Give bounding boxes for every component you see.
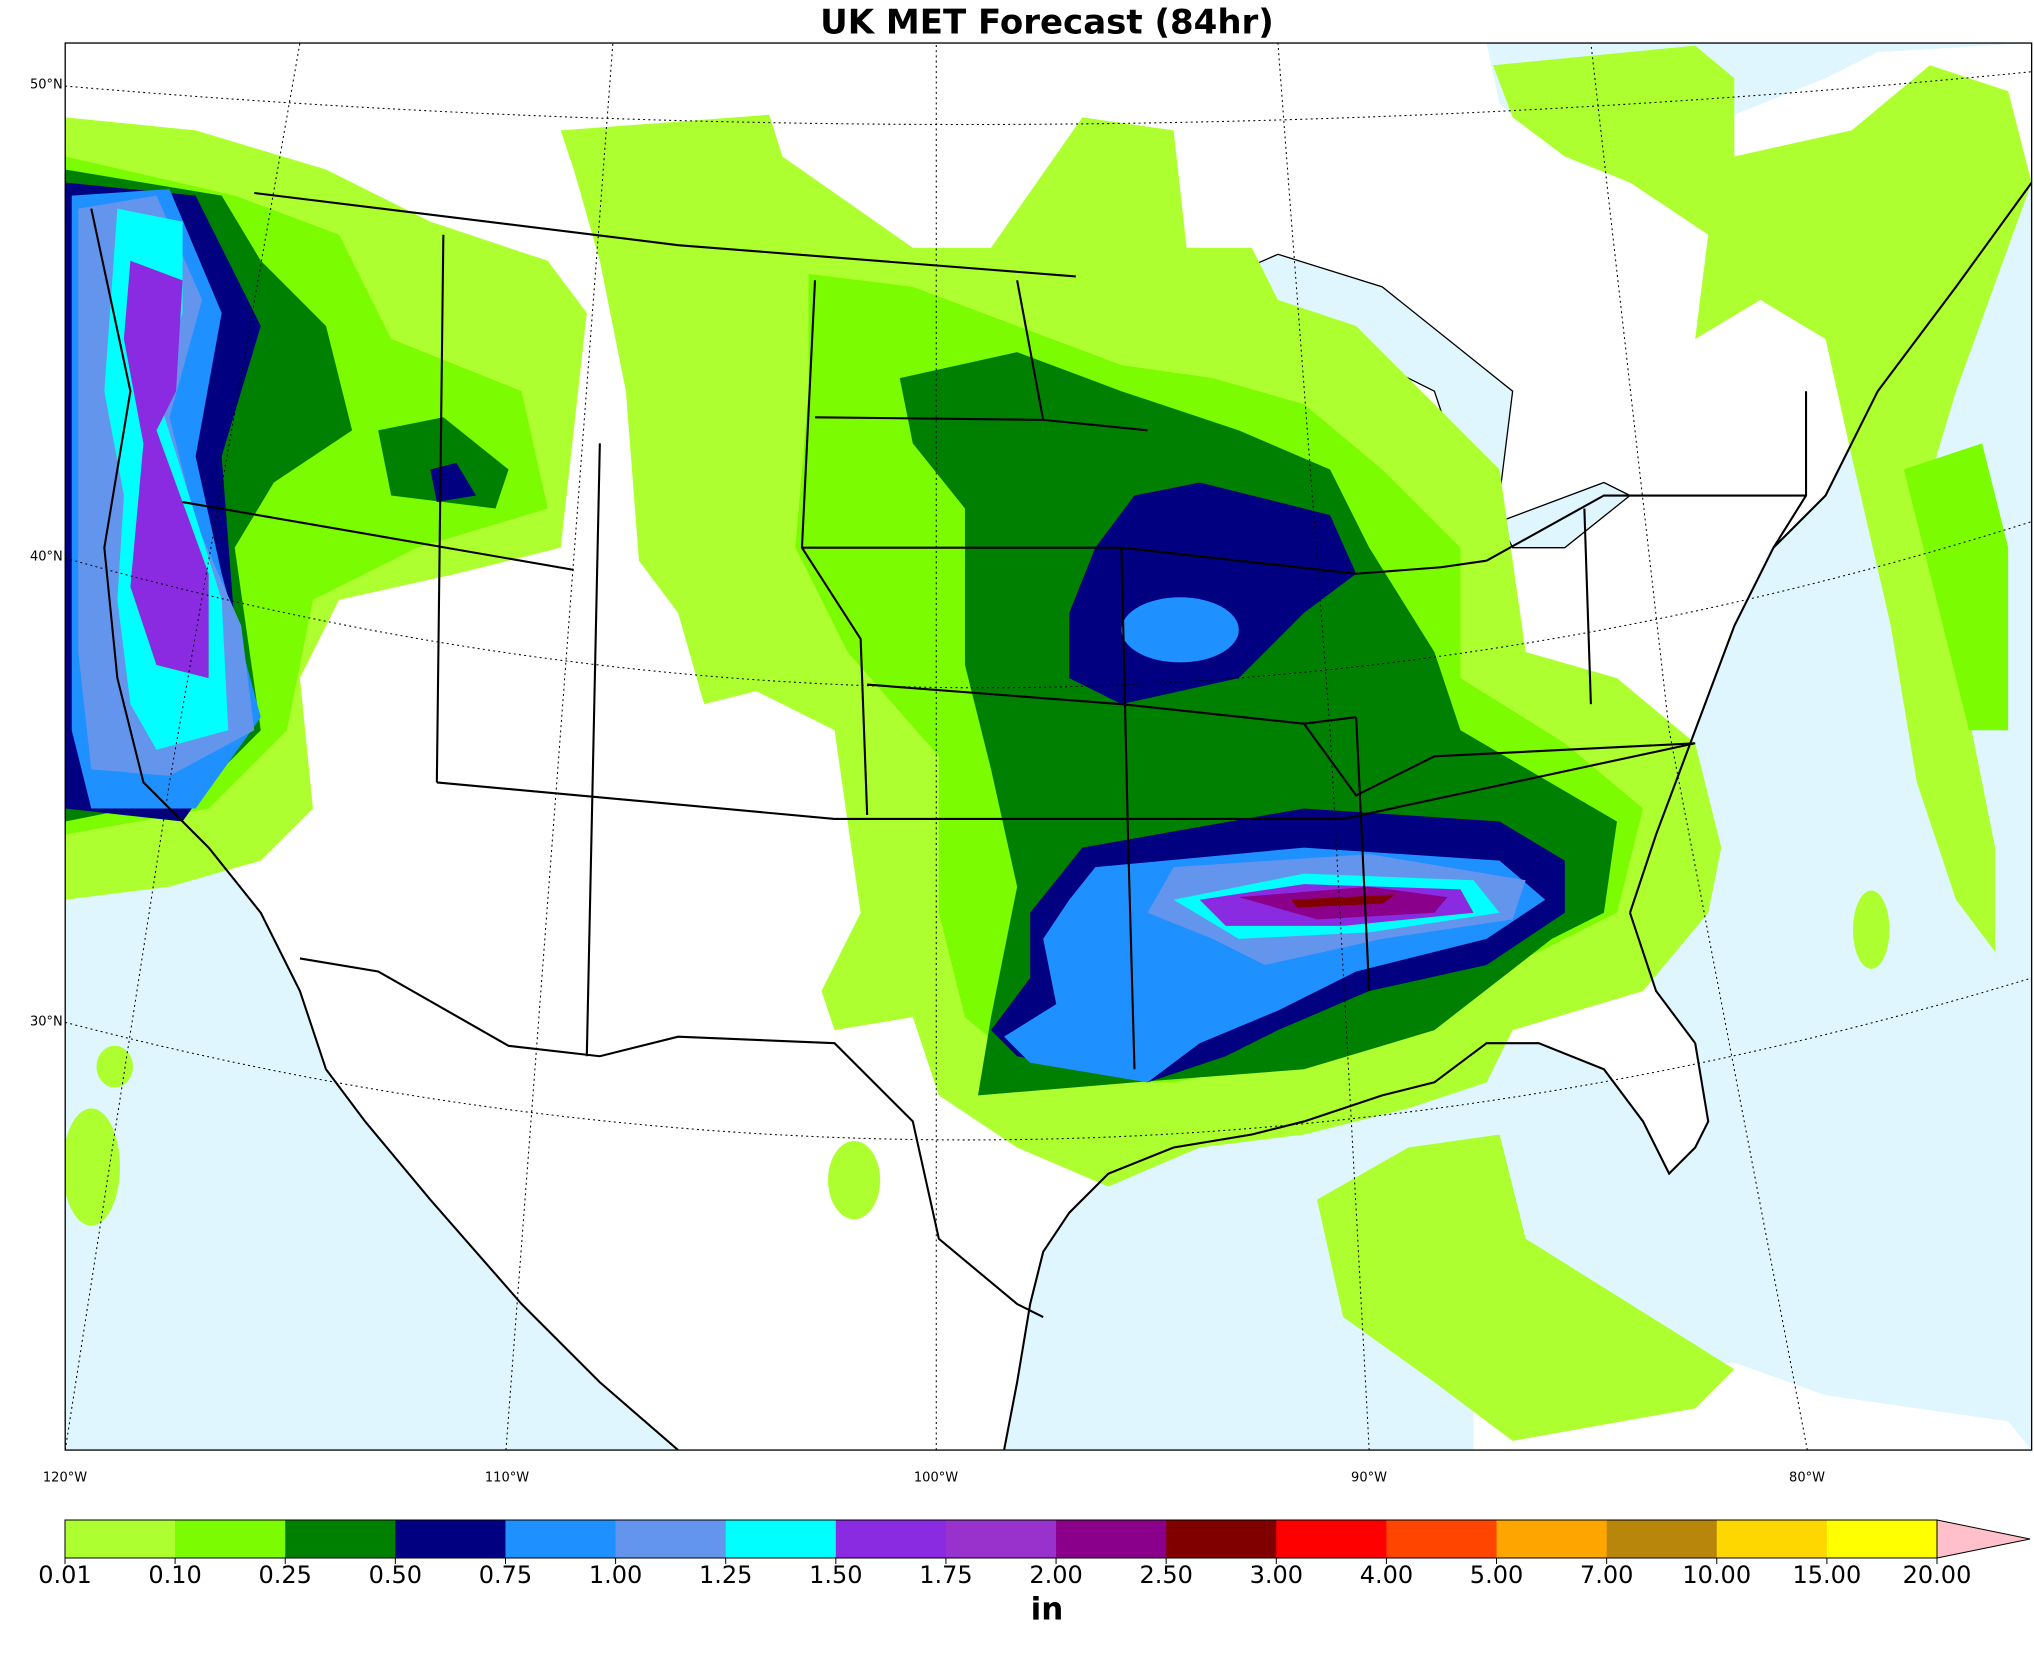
colorbar-segment xyxy=(1496,1520,1608,1558)
colorbar-segment xyxy=(1276,1520,1387,1558)
lon-label: 80°W xyxy=(1789,1471,1825,1486)
map xyxy=(64,42,2033,1451)
colorbar-tick-label: 0.50 xyxy=(369,1561,422,1589)
colorbar-tick-label: 4.00 xyxy=(1360,1561,1413,1589)
precip-area xyxy=(1290,894,1396,908)
colorbar-segment xyxy=(725,1520,837,1558)
map-frame xyxy=(64,42,2033,1451)
precip-area xyxy=(1903,443,2009,731)
colorbar: 0.01 0.10 0.25 0.50 0.75 1.00 1.25 1.50 1.75 2.00… xyxy=(38,1519,2031,1589)
colorbar-tick-label: 0.01 xyxy=(38,1561,91,1589)
colorbar-tick-label: 1.25 xyxy=(699,1561,752,1589)
coastline xyxy=(90,181,2032,1451)
colorbar-extend xyxy=(1936,1519,2031,1559)
lat-label: 40°N xyxy=(30,550,63,565)
precip-area xyxy=(430,462,476,503)
precip-area xyxy=(378,417,509,509)
lat-label: 30°N xyxy=(30,1015,63,1030)
parallels xyxy=(65,71,2032,1141)
colorbar-tick-label: 15.00 xyxy=(1793,1561,1862,1589)
colorbar-segment xyxy=(505,1520,617,1558)
colorbar-segment xyxy=(285,1520,396,1558)
precip-area xyxy=(65,1108,120,1226)
colorbar-segment xyxy=(175,1520,286,1558)
colorbar-tick-label: 0.25 xyxy=(259,1561,312,1589)
colorbar-tick-label: 1.00 xyxy=(589,1561,642,1589)
lon-label: 110°W xyxy=(485,1471,529,1486)
colorbar-segment xyxy=(1386,1520,1498,1558)
colorbar-segment xyxy=(1716,1520,1828,1558)
colorbar-segment xyxy=(1166,1520,1277,1558)
precip-area xyxy=(123,260,209,679)
precipitation xyxy=(65,45,2032,1441)
colorbar-segment xyxy=(1056,1520,1167,1558)
colorbar-frame xyxy=(64,1519,1938,1559)
colorbar-segment xyxy=(835,1520,947,1558)
colorbar-segment xyxy=(65,1520,176,1558)
colorbar-segment xyxy=(395,1520,506,1558)
colorbar-segment xyxy=(615,1520,727,1558)
colorbar-tick-label: 10.00 xyxy=(1682,1561,1751,1589)
precip-area xyxy=(1852,890,1890,969)
precip-area xyxy=(828,1141,881,1220)
title: UK MET Forecast (84hr) xyxy=(820,3,1274,43)
colorbar-tick-label: 1.50 xyxy=(809,1561,862,1589)
lat-labels: 50°N 40°N 30°N xyxy=(30,78,63,1030)
colorbar-tick-label: 3.00 xyxy=(1250,1561,1303,1589)
colorbar-segment xyxy=(945,1520,1057,1558)
colorbar-tick-label: 5.00 xyxy=(1470,1561,1523,1589)
colorbar-tick-label: 7.00 xyxy=(1580,1561,1633,1589)
colorbar-unit: in xyxy=(1031,1592,1064,1628)
lon-label: 100°W xyxy=(914,1471,958,1486)
precip-area xyxy=(1317,1134,1735,1441)
colorbar-tick-label: 0.75 xyxy=(479,1561,532,1589)
precip-area xyxy=(96,1045,134,1088)
precip-area xyxy=(1493,45,2032,952)
colorbar-tick-label: 20.00 xyxy=(1903,1561,1972,1589)
colorbar-tick-label: 2.50 xyxy=(1139,1561,1192,1589)
lon-labels: 120°W 110°W 100°W 90°W 80°W xyxy=(43,1471,1825,1486)
lat-label: 50°N xyxy=(30,78,63,93)
colorbar-segment xyxy=(1606,1520,1718,1558)
colorbar-tick-label: 2.00 xyxy=(1029,1561,1082,1589)
lon-label: 90°W xyxy=(1351,1471,1387,1486)
state-borders xyxy=(182,191,1808,1318)
colorbar-tick-label: 1.75 xyxy=(919,1561,972,1589)
lon-label: 120°W xyxy=(43,1471,87,1486)
colorbar-tick-label: 0.10 xyxy=(148,1561,201,1589)
colorbar-segment xyxy=(1826,1520,1938,1558)
precip-area xyxy=(1121,597,1239,663)
